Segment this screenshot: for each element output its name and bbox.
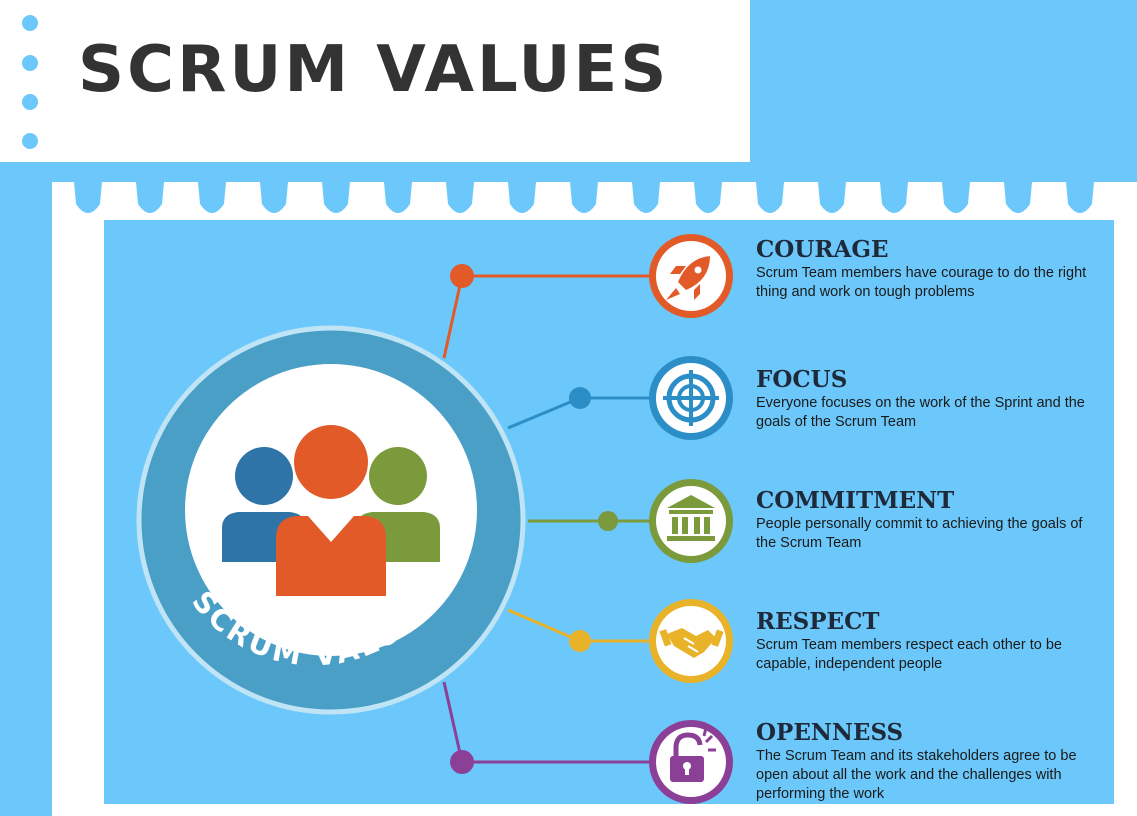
- paper-drip: [384, 182, 412, 213]
- paper-drip: [1066, 182, 1094, 213]
- paper-drip: [198, 182, 226, 213]
- center-emblem: SCRUM VALUES: [136, 325, 526, 715]
- paper-drip: [570, 182, 598, 213]
- commitment-badge: [649, 479, 733, 563]
- diagram-panel: SCRUM VALUES: [104, 220, 1114, 804]
- paper-drip: [1004, 182, 1032, 213]
- paper-drip: [818, 182, 846, 213]
- openness-badge: [649, 720, 733, 804]
- respect-title: RESPECT: [756, 608, 880, 635]
- connector-respect: [507, 608, 654, 652]
- connector-openness: [442, 681, 654, 774]
- paper-drip: [694, 182, 722, 213]
- courage-title: COURAGE: [756, 236, 889, 263]
- paper-drip: [446, 182, 474, 213]
- connector-focus: [507, 387, 654, 430]
- page-title: SCRUM VALUES: [78, 33, 670, 107]
- paper-drip: [74, 182, 102, 213]
- binder-hole: [22, 94, 38, 110]
- commitment-description: People personally commit to achieving th…: [756, 516, 1083, 551]
- focus-description: Everyone focuses on the work of the Spri…: [756, 395, 1085, 430]
- binder-hole: [22, 133, 38, 149]
- building-icon: [667, 495, 715, 541]
- openness-title: OPENNESS: [756, 719, 904, 746]
- open-lock-icon: [670, 727, 716, 782]
- target-icon: [663, 370, 719, 426]
- paper-drip: [136, 182, 164, 213]
- torn-paper-strip: [74, 182, 1094, 213]
- paper-drip: [880, 182, 908, 213]
- focus-title: FOCUS: [756, 366, 848, 393]
- paper-drip: [632, 182, 660, 213]
- commitment-title: COMMITMENT: [756, 487, 955, 514]
- respect-description: Scrum Team members respect each other to…: [756, 637, 1062, 672]
- paper-drip: [508, 182, 536, 213]
- connector-courage: [442, 264, 654, 359]
- paper-drip: [942, 182, 970, 213]
- binder-hole: [22, 55, 38, 71]
- paper-drip: [322, 182, 350, 213]
- scrum-values-diagram: SCRUM VALUES: [136, 234, 733, 804]
- paper-drip: [756, 182, 784, 213]
- people-group-icon: [222, 425, 440, 596]
- courage-description: Scrum Team members have courage to do th…: [756, 265, 1087, 300]
- focus-badge: [649, 356, 733, 440]
- rocket-icon: [666, 256, 710, 300]
- respect-badge: [649, 599, 733, 683]
- handshake-icon: [659, 628, 724, 658]
- connector-commitment: [528, 511, 654, 531]
- title-card: SCRUM VALUES: [0, 0, 750, 162]
- paper-sheet: SCRUM VALUES: [52, 182, 1137, 816]
- openness-description: The Scrum Team and its stakeholders agre…: [756, 748, 1077, 802]
- binder-hole: [22, 15, 38, 31]
- courage-badge: [649, 234, 733, 318]
- paper-drip: [260, 182, 288, 213]
